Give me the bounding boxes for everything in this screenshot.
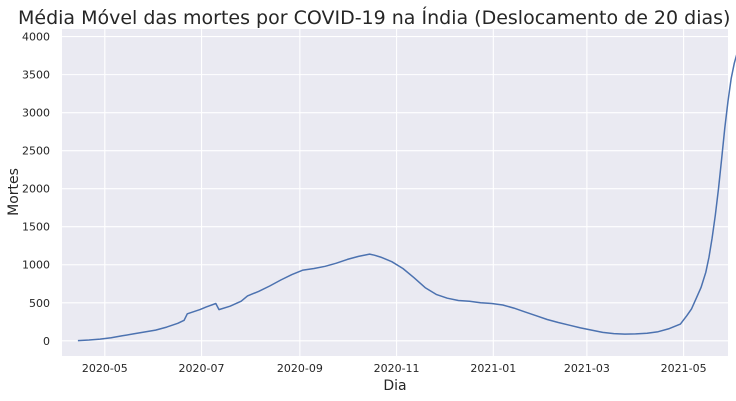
- x-tick-label: 2020-07: [179, 362, 225, 375]
- y-tick-label: 3500: [22, 69, 50, 82]
- chart-title: Média Móvel das mortes por COVID-19 na Í…: [18, 6, 730, 29]
- y-tick-label: 1000: [22, 259, 50, 272]
- x-tick-label: 2020-09: [277, 362, 323, 375]
- x-tick-label: 2020-11: [374, 362, 420, 375]
- y-tick-label: 3000: [22, 107, 50, 120]
- y-tick-label: 0: [43, 335, 50, 348]
- x-axis-label: Dia: [383, 378, 406, 394]
- y-tick-label: 1500: [22, 221, 50, 234]
- x-axis-ticks: 2020-05 2020-07 2020-09 2020-11 2021-01 2021-…: [82, 362, 707, 375]
- y-tick-label: 4000: [22, 31, 50, 44]
- x-tick-label: 2021-05: [661, 362, 707, 375]
- x-tick-label: 2021-03: [564, 362, 610, 375]
- y-tick-label: 2500: [22, 145, 50, 158]
- series-line: [77, 54, 736, 342]
- y-axis-label: Mortes: [6, 168, 22, 216]
- y-axis-ticks: 0 500 1000 1500 2000 2500 3000 3500 4000: [22, 31, 50, 348]
- x-tick-label: 2020-05: [82, 362, 128, 375]
- grid: [62, 29, 728, 356]
- y-tick-label: 500: [29, 297, 50, 310]
- y-tick-label: 2000: [22, 183, 50, 196]
- plot-background: [62, 29, 728, 356]
- x-tick-label: 2021-01: [470, 362, 516, 375]
